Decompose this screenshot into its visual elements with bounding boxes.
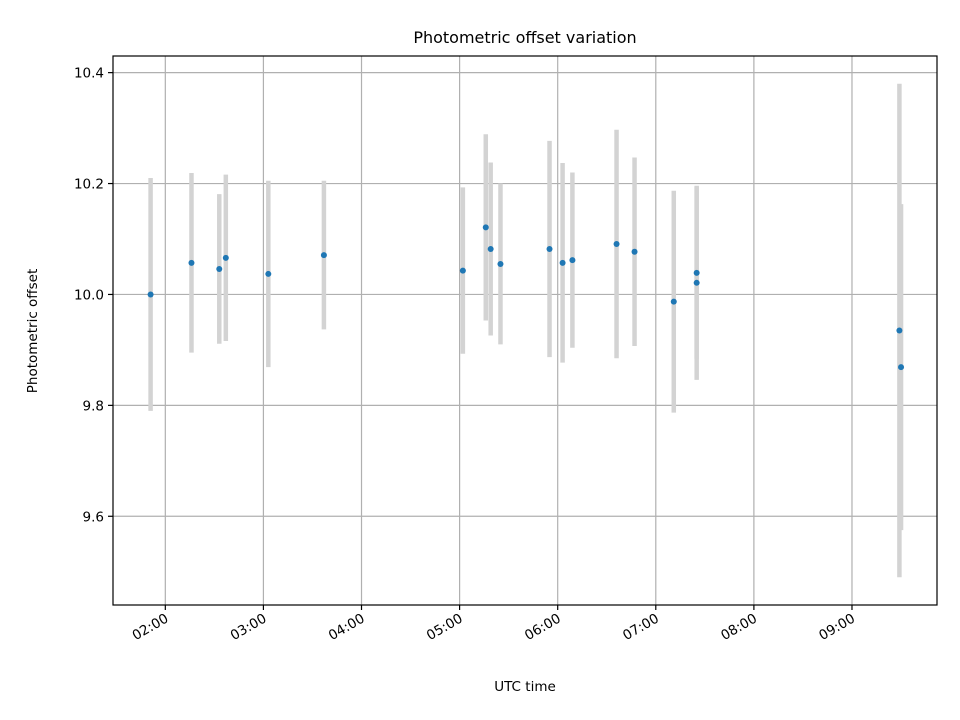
data-point [898,364,905,371]
data-point [147,291,154,298]
data-point [559,259,566,266]
y-tick-label: 10.2 [74,177,104,193]
data-point [487,245,494,252]
x-axis-label: UTC time [494,679,556,695]
y-tick-label: 10.0 [74,287,104,303]
data-point [546,245,553,252]
data-point [265,270,272,277]
y-axis-ticks: 9.6 9.8 10.0 10.2 10.4 [74,66,113,525]
y-tick-label: 9.8 [83,398,104,414]
data-points [147,224,905,371]
data-point [569,257,576,264]
y-tick-label: 9.6 [83,509,104,525]
data-point [670,298,677,305]
data-point [222,254,229,261]
plot-frame [112,55,938,606]
data-point [896,327,903,334]
data-point [188,259,195,266]
grid [113,56,937,605]
data-point [482,224,489,231]
data-point [693,269,700,276]
data-point [497,260,504,267]
data-point [631,248,638,255]
data-point [216,265,223,272]
data-point [693,279,700,286]
data-point [459,267,466,274]
y-axis-label: Photometric offset [25,269,41,393]
y-tick-label: 10.4 [74,66,104,82]
data-point [613,240,620,247]
data-point [320,252,327,259]
chart-title: Photometric offset variation [413,28,636,47]
